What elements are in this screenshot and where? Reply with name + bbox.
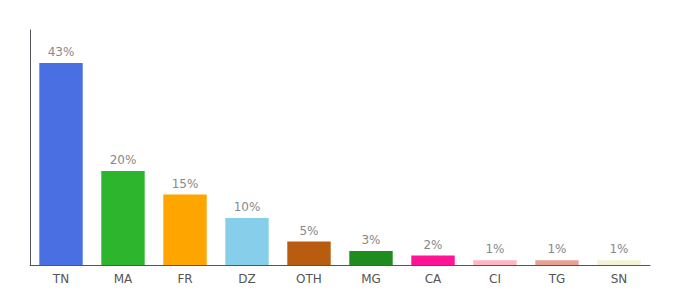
- svg-text:10%: 10%: [234, 200, 261, 214]
- svg-text:1%: 1%: [485, 242, 504, 256]
- svg-text:DZ: DZ: [238, 272, 255, 286]
- svg-text:15%: 15%: [172, 177, 199, 191]
- svg-text:1%: 1%: [547, 242, 566, 256]
- svg-text:2%: 2%: [423, 238, 442, 252]
- svg-text:MA: MA: [114, 272, 133, 286]
- svg-text:3%: 3%: [361, 233, 380, 247]
- svg-text:5%: 5%: [299, 224, 318, 238]
- svg-text:MG: MG: [361, 272, 381, 286]
- svg-text:SN: SN: [611, 272, 628, 286]
- svg-text:FR: FR: [177, 272, 192, 286]
- svg-text:CA: CA: [425, 272, 442, 286]
- svg-text:CI: CI: [489, 272, 501, 286]
- svg-text:1%: 1%: [609, 242, 628, 256]
- svg-text:OTH: OTH: [296, 272, 322, 286]
- svg-text:20%: 20%: [110, 153, 137, 167]
- svg-text:43%: 43%: [48, 45, 75, 59]
- svg-text:TN: TN: [52, 272, 69, 286]
- svg-text:TG: TG: [548, 272, 566, 286]
